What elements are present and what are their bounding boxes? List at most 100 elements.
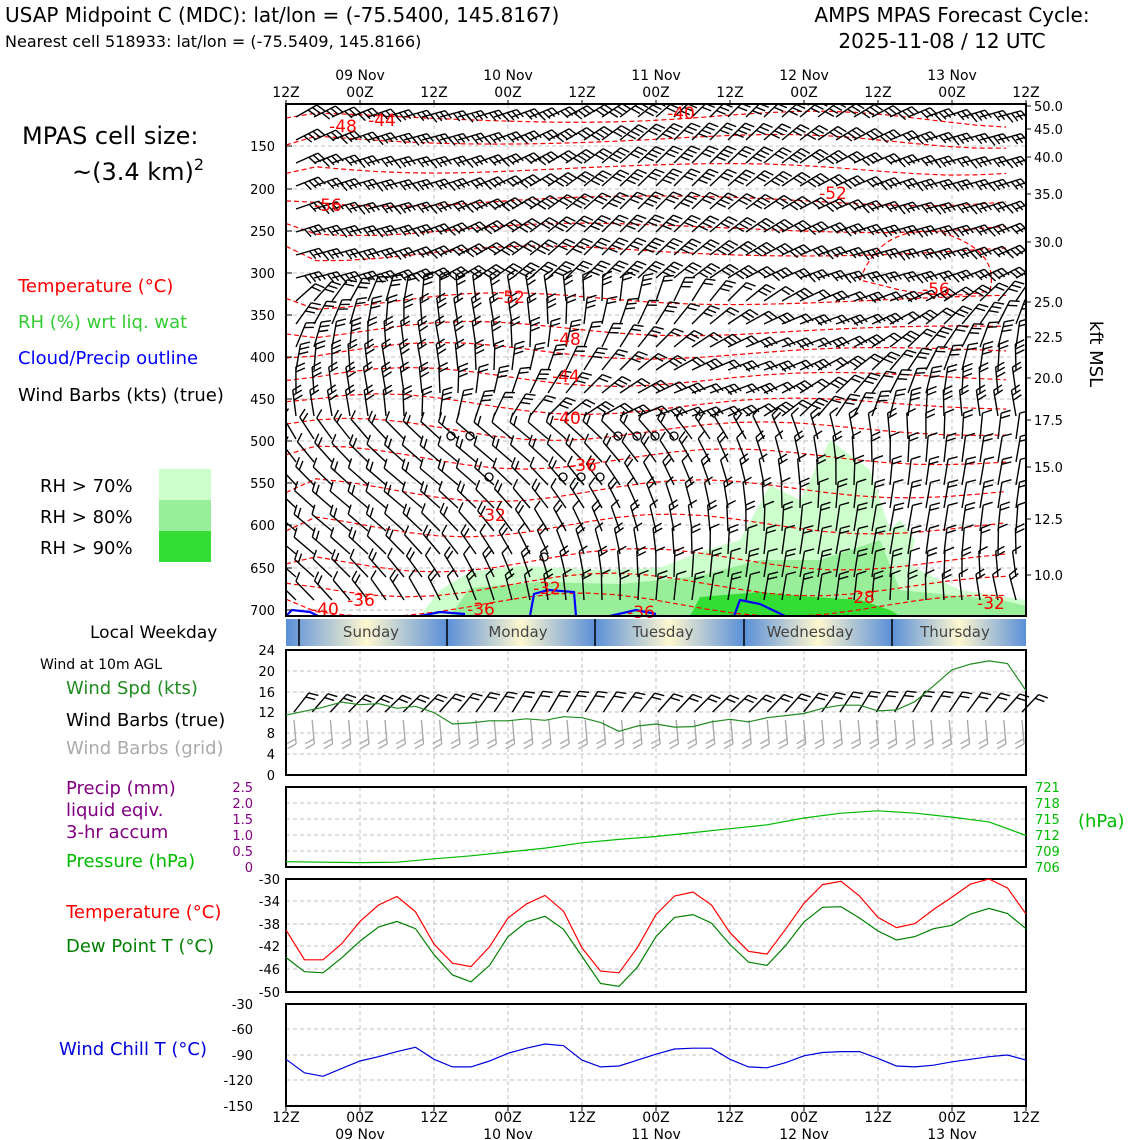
barb-staff — [511, 368, 522, 394]
wind-barb — [421, 385, 433, 417]
barb-flag — [670, 696, 681, 702]
wind-barb — [709, 383, 742, 396]
barb-staff — [690, 527, 693, 555]
barb-flag — [596, 738, 606, 745]
wind-barb — [759, 719, 770, 750]
barb-staff — [730, 694, 749, 713]
wind-barb — [454, 338, 465, 371]
barb-staff — [443, 554, 459, 578]
barb-flag — [836, 338, 846, 347]
wind-barb — [601, 322, 623, 348]
wind-barb — [817, 525, 832, 555]
wind-barb — [493, 131, 524, 143]
barb-flag — [651, 241, 661, 246]
barb-flag — [723, 338, 733, 346]
barb-staff — [621, 692, 637, 713]
wind-barb — [1008, 568, 1019, 601]
barb-flag — [329, 366, 339, 373]
wind-barb — [889, 431, 900, 463]
wind-barb — [403, 293, 414, 325]
wind-barb — [547, 343, 567, 371]
barb-flag — [1015, 523, 1025, 529]
barb-flag — [651, 743, 661, 750]
barb-staff — [619, 275, 624, 302]
barb-staff — [511, 152, 535, 164]
wind-barb — [943, 502, 958, 532]
wind-barb — [583, 294, 597, 325]
barb-staff — [637, 123, 657, 141]
barb-flag — [927, 432, 938, 437]
wind-barb — [458, 502, 477, 532]
wind-barb — [851, 430, 862, 463]
barb-flag — [329, 481, 334, 492]
barb-flag — [576, 694, 587, 698]
wind-barb — [619, 350, 648, 371]
barb-staff — [601, 402, 626, 417]
barb-staff — [655, 191, 674, 210]
wind-barb — [655, 191, 683, 210]
barb-flag — [832, 695, 843, 700]
barb-flag — [736, 430, 745, 439]
barb-flag — [597, 347, 608, 351]
barb-staff — [583, 374, 603, 394]
bottom-date-label: 10 Nov — [483, 1127, 533, 1140]
barb-flag — [898, 205, 906, 215]
barb-flag — [430, 205, 438, 215]
barb-flag — [466, 159, 474, 169]
wind-barb — [402, 694, 430, 713]
barb-flag — [351, 530, 357, 540]
barb-flag — [305, 696, 316, 701]
barb-flag — [618, 349, 628, 353]
barb-flag — [833, 743, 843, 750]
wind-barb — [889, 502, 905, 532]
barb-staff — [943, 412, 946, 440]
barb-flag — [400, 315, 410, 322]
barb-flag — [311, 504, 316, 515]
barb-flag — [851, 430, 862, 437]
barb-flag — [987, 228, 996, 237]
wind-barb — [958, 384, 970, 417]
barb-staff — [385, 201, 410, 210]
barb-flag — [942, 310, 952, 317]
barb-flag — [708, 122, 719, 128]
barb-flag — [616, 691, 627, 695]
barb-flag — [843, 228, 852, 237]
barb-staff — [961, 224, 986, 233]
wind-barb — [655, 354, 687, 371]
barb-staff — [745, 123, 764, 141]
wind-barb — [925, 408, 936, 440]
barb-staff — [367, 202, 392, 210]
barb-staff — [312, 466, 333, 486]
barb-staff — [673, 191, 692, 210]
barb-flag — [559, 374, 569, 378]
barb-flag — [676, 570, 687, 575]
barb-staff — [853, 128, 876, 141]
wind-barb — [777, 453, 788, 486]
barb-flag — [992, 226, 1001, 236]
barb-flag — [1021, 307, 1026, 310]
wind-barb — [528, 434, 549, 463]
barb-staff — [835, 126, 857, 141]
barb-flag — [905, 738, 915, 745]
barb-flag — [293, 481, 299, 491]
barb-staff — [529, 369, 542, 394]
wind-barb — [780, 477, 791, 509]
barb-flag — [309, 384, 319, 391]
wind-barb — [621, 432, 639, 463]
wind-barb — [853, 392, 876, 417]
barb-flag — [647, 480, 656, 489]
barb-flag — [669, 241, 680, 247]
barb-flag — [629, 267, 640, 273]
barb-flag — [651, 149, 662, 155]
barb-flag — [1019, 438, 1026, 442]
wind-barb — [655, 168, 683, 187]
barb-staff — [637, 214, 656, 233]
barb-flag — [994, 301, 1005, 305]
barb-flag — [452, 158, 461, 168]
barb-flag — [597, 241, 608, 247]
barb-flag — [304, 275, 312, 284]
wind-barb — [439, 502, 459, 532]
barb-staff — [867, 413, 873, 440]
barb-flag — [613, 322, 623, 325]
wind-barb — [889, 154, 920, 168]
